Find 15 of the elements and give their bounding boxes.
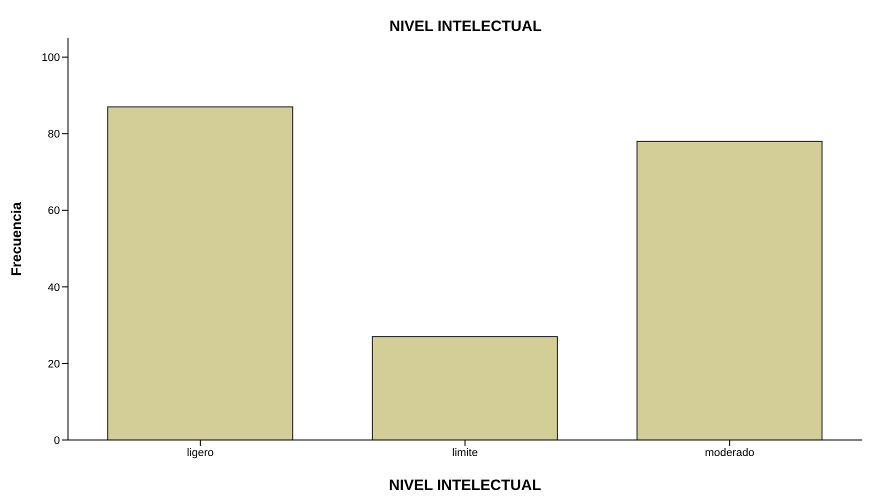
y-tick-label: 40 bbox=[48, 282, 60, 294]
x-tick-label: ligero bbox=[186, 446, 214, 459]
y-tick-label: 0 bbox=[54, 434, 60, 447]
y-tick-label: 60 bbox=[48, 205, 60, 218]
y-tick-label: 80 bbox=[48, 128, 60, 141]
bar bbox=[636, 140, 823, 440]
bar bbox=[107, 106, 294, 440]
y-tick-label: 100 bbox=[42, 52, 60, 64]
x-tick-label: moderado bbox=[704, 446, 754, 459]
x-axis-title: NIVEL INTELECTUAL bbox=[388, 477, 542, 494]
bar bbox=[372, 336, 558, 440]
y-axis-title: Frecuencia bbox=[8, 202, 24, 276]
chart-title: NIVEL INTELECTUAL bbox=[388, 18, 543, 35]
x-tick-label: limite bbox=[452, 446, 478, 459]
y-tick-label: 20 bbox=[48, 358, 60, 370]
